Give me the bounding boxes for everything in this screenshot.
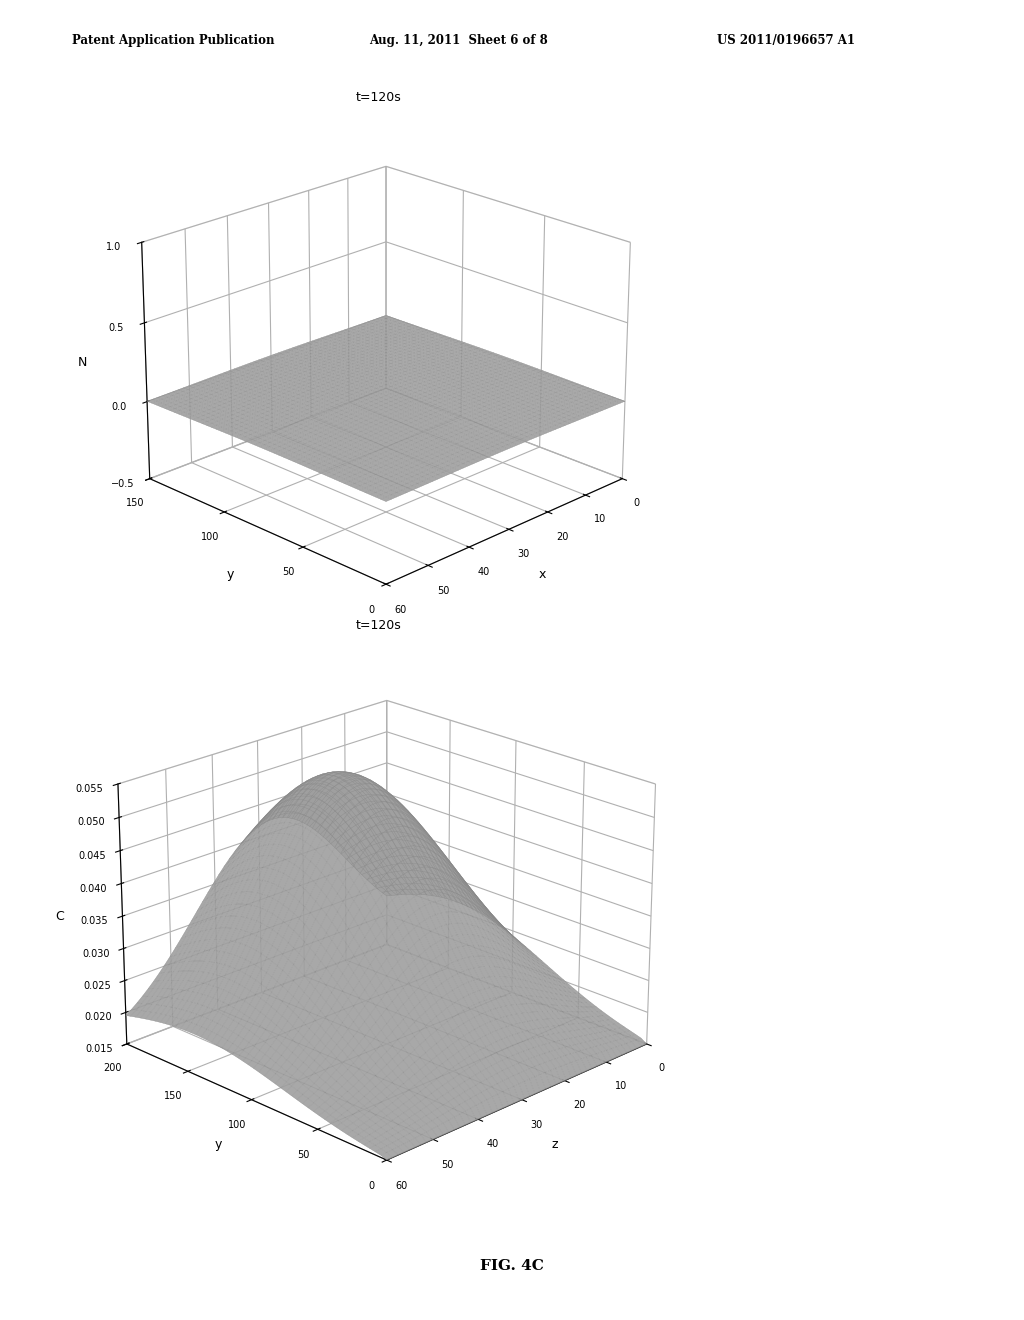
Title: t=120s: t=120s — [356, 91, 401, 104]
Text: FIG. 4C: FIG. 4C — [480, 1259, 544, 1272]
Title: t=120s: t=120s — [356, 619, 401, 632]
Text: Patent Application Publication: Patent Application Publication — [72, 33, 274, 46]
Y-axis label: y: y — [215, 1138, 222, 1151]
Y-axis label: y: y — [226, 568, 233, 581]
X-axis label: z: z — [552, 1138, 558, 1151]
Text: US 2011/0196657 A1: US 2011/0196657 A1 — [717, 33, 855, 46]
Text: Aug. 11, 2011  Sheet 6 of 8: Aug. 11, 2011 Sheet 6 of 8 — [369, 33, 548, 46]
X-axis label: x: x — [539, 568, 546, 581]
